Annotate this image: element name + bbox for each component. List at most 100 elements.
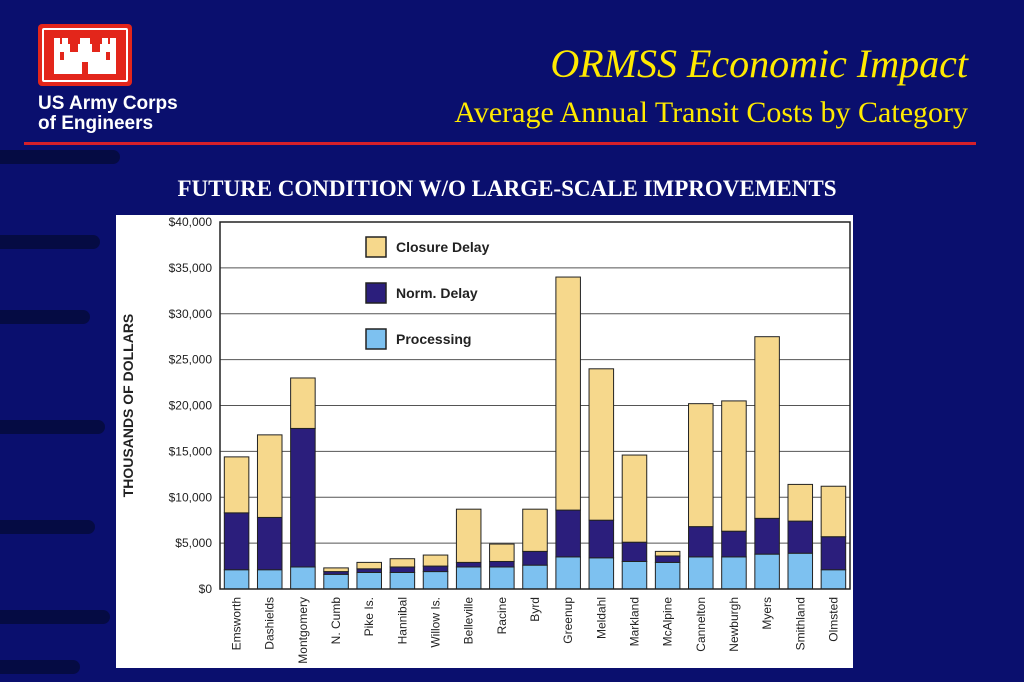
x-tick-label: Olmsted (826, 597, 840, 642)
x-tick-label: N. Cumb (329, 597, 343, 645)
bar-segment (688, 556, 714, 590)
legend-label: Closure Delay (396, 239, 490, 255)
bar-segment (356, 571, 382, 590)
bar-segment (621, 560, 648, 590)
bar-segment (223, 456, 250, 514)
bar-segment (522, 564, 548, 590)
bar-segment (654, 550, 681, 557)
title-rule (24, 142, 976, 145)
bar-segment (787, 520, 814, 554)
bar-segment (455, 566, 482, 590)
bar-segment (820, 485, 847, 538)
x-tick-label: McAlpine (661, 597, 675, 647)
y-tick-label: $15,000 (169, 444, 213, 458)
x-tick-label: Dashields (263, 597, 277, 650)
bar-segment (489, 543, 515, 562)
background-stripe (0, 520, 95, 534)
x-tick-label: Emsworth (230, 597, 244, 650)
bar-segment (422, 565, 449, 573)
bar-segment (223, 512, 250, 571)
bar-segment (256, 516, 283, 571)
y-tick-label: $20,000 (169, 399, 213, 413)
plot-frame (219, 221, 851, 590)
bar-segment (721, 400, 747, 532)
x-tick-label: Hannibal (395, 597, 409, 644)
bar-segment (290, 566, 316, 590)
legend-label: Processing (396, 331, 471, 347)
bar-segment (389, 571, 416, 590)
bar-segment (820, 569, 847, 590)
background-stripe (0, 235, 100, 249)
bar-segment (787, 483, 814, 522)
x-tick-label: Smithland (793, 597, 807, 650)
x-tick-label: Byrd (528, 597, 542, 622)
bar-segment (422, 554, 449, 567)
bar-segment (290, 427, 316, 568)
bar-segment (522, 550, 548, 566)
bar-segment (389, 566, 416, 573)
y-tick-label: $5,000 (175, 536, 212, 550)
y-tick-label: $30,000 (169, 307, 213, 321)
bar-segment (522, 508, 548, 552)
legend-swatch (365, 236, 387, 258)
y-tick-label: $35,000 (169, 261, 213, 275)
bar-segment (489, 566, 515, 590)
bar-segment (754, 553, 780, 590)
x-tick-label: Meldahl (594, 597, 608, 639)
bar-segment (555, 556, 581, 590)
bar-segment (588, 368, 615, 521)
bar-segment (356, 568, 382, 573)
bar-segment (489, 560, 515, 568)
x-tick-label: Markland (627, 597, 641, 646)
stacked-bar-chart: $0 $5,000 $10,000 $15,000 $20,000 $25,000 $30,… (120, 215, 851, 664)
bar-segment (422, 571, 449, 590)
legend-label: Norm. Delay (396, 285, 478, 301)
chart-panel: $0 $5,000 $10,000 $15,000 $20,000 $25,000 $30,… (116, 215, 853, 668)
legend-swatch (365, 328, 387, 350)
bar-segment (654, 555, 681, 563)
bar-segment (455, 561, 482, 568)
x-tick-label: Belleville (462, 597, 476, 645)
background-stripe (0, 150, 120, 164)
bar-segment (323, 567, 349, 573)
x-tick-label: Newburgh (727, 597, 741, 652)
bar-segment (356, 561, 382, 570)
bar-segment (754, 517, 780, 555)
y-axis-label: THOUSANDS OF DOLLARS (120, 314, 136, 498)
background-stripe (0, 420, 105, 434)
bar-segment (455, 508, 482, 563)
y-tick-label: $0 (199, 582, 213, 596)
background-stripe (0, 610, 110, 624)
bar-segment (323, 573, 349, 590)
x-tick-label: Pike Is. (362, 597, 376, 636)
castle-icon (54, 38, 116, 74)
bar-segment (621, 454, 648, 543)
bar-segment (721, 530, 747, 558)
legend-swatch (365, 282, 387, 304)
bar-segment (688, 526, 714, 558)
bar-segment (820, 536, 847, 571)
y-tick-label: $40,000 (169, 215, 213, 229)
background-stripe (0, 310, 90, 324)
x-tick-label: Greenup (561, 597, 575, 644)
section-heading: FUTURE CONDITION W/O LARGE-SCALE IMPROVE… (177, 176, 837, 201)
bar-segment (621, 541, 648, 562)
bar-segment (290, 377, 316, 429)
bar-segment (555, 509, 581, 558)
x-tick-label: Cannelton (694, 597, 708, 652)
org-name-line1: US Army Corps (38, 93, 178, 114)
bar-segment (256, 434, 283, 518)
bar-segment (787, 552, 814, 590)
slide-title: ORMSS Economic Impact (550, 41, 968, 86)
x-tick-label: Willow Is. (429, 597, 443, 648)
usace-castle-logo (38, 24, 132, 86)
y-tick-label: $25,000 (169, 353, 213, 367)
bar-segment (588, 557, 615, 590)
bar-segment (389, 558, 416, 568)
bar-segment (256, 569, 283, 590)
bar-segment (654, 561, 681, 590)
org-name-line2: of Engineers (38, 113, 154, 134)
org-name: US Army Corps of Engineers (38, 94, 178, 134)
bar-segment (754, 336, 780, 519)
bar-segment (555, 276, 581, 511)
